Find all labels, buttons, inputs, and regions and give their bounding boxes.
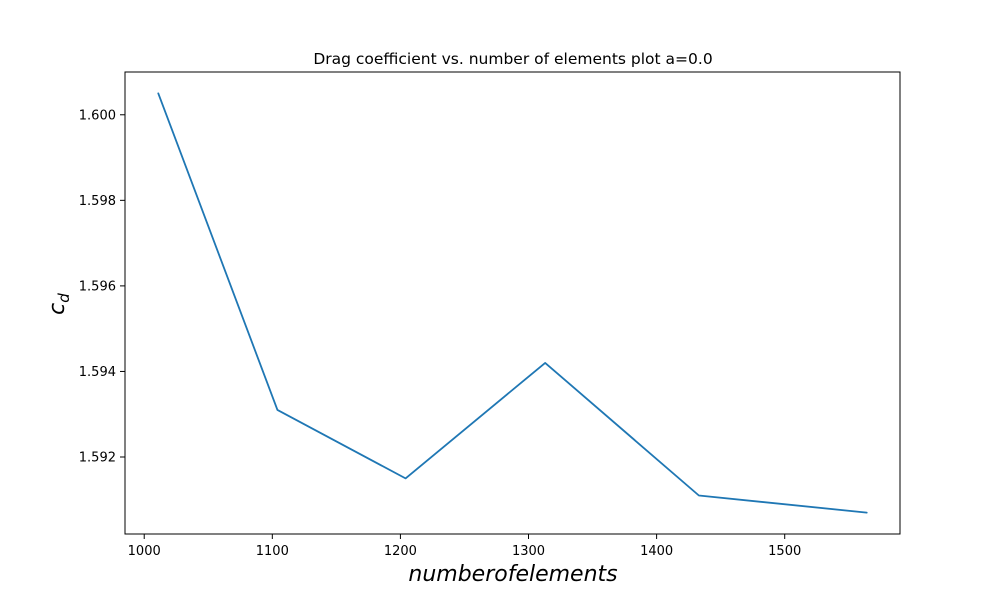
y-tick-label: 1.592 [79, 451, 116, 466]
x-tick-label: 1500 [768, 544, 801, 559]
x-tick-label: 1200 [384, 544, 417, 559]
y-axis-label-main: c [45, 303, 70, 315]
y-tick-label: 1.594 [79, 365, 116, 380]
x-tick-label: 1100 [256, 544, 289, 559]
y-axis-label: cd [45, 293, 73, 315]
plot-frame [124, 71, 901, 535]
y-tick-label: 1.596 [79, 279, 116, 294]
y-tick-label: 1.600 [79, 108, 116, 123]
series-line [157, 92, 868, 514]
plot-area [157, 92, 868, 514]
x-tick-label: 1400 [640, 544, 673, 559]
x-tick-label: 1300 [512, 544, 545, 559]
x-tick-label: 1000 [128, 544, 161, 559]
y-axis-ticks: 1.592 1.594 1.596 1.598 1.600 [79, 108, 125, 466]
y-tick-label: 1.598 [79, 194, 116, 209]
x-axis-label: numberofelements [408, 562, 617, 587]
chart-title: Drag coefficient vs. number of elements … [313, 50, 712, 68]
x-axis-ticks: 1000 1100 1200 1300 1400 1500 [128, 534, 801, 559]
y-axis-label-sub: d [55, 293, 73, 303]
